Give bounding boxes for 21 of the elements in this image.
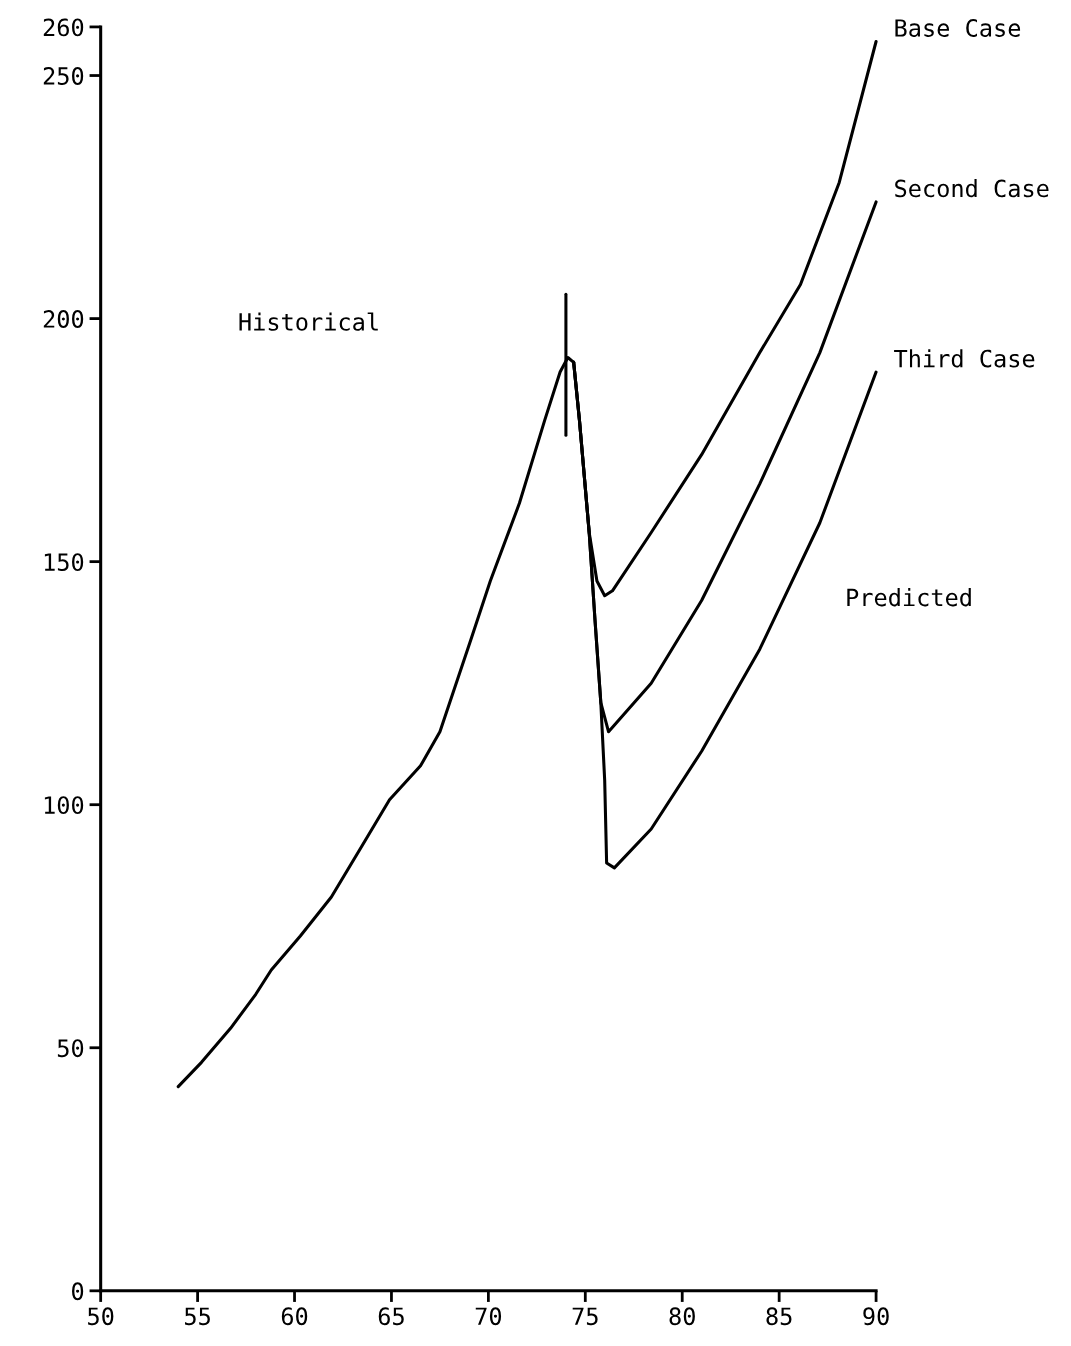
x-tick-label: 75 (572, 1307, 598, 1326)
x-tick-label: 65 (378, 1307, 404, 1326)
x-tick-label: 80 (669, 1307, 695, 1326)
series-label: Second Case (895, 179, 1049, 198)
annotation: Predicted (847, 588, 971, 607)
x-tick-label: 70 (475, 1307, 502, 1326)
annotation: Historical (239, 312, 378, 331)
series-label: Third Case (894, 349, 1035, 368)
y-tick-label: 200 (43, 310, 84, 328)
y-tick-label: 0 (72, 1282, 84, 1301)
y-tick-label: 150 (44, 553, 84, 572)
x-tick-label: 55 (185, 1307, 210, 1326)
y-tick-label: 250 (43, 67, 84, 85)
x-tick-label: 90 (863, 1307, 889, 1326)
y-tick-label: 50 (57, 1039, 84, 1058)
y-tick-label: 260 (43, 18, 84, 37)
x-tick-label: 85 (766, 1307, 792, 1326)
x-tick-label: 60 (281, 1307, 308, 1326)
y-tick-label: 100 (44, 796, 84, 815)
series-label: Base Case (895, 19, 1021, 37)
x-tick-label: 50 (88, 1307, 114, 1326)
